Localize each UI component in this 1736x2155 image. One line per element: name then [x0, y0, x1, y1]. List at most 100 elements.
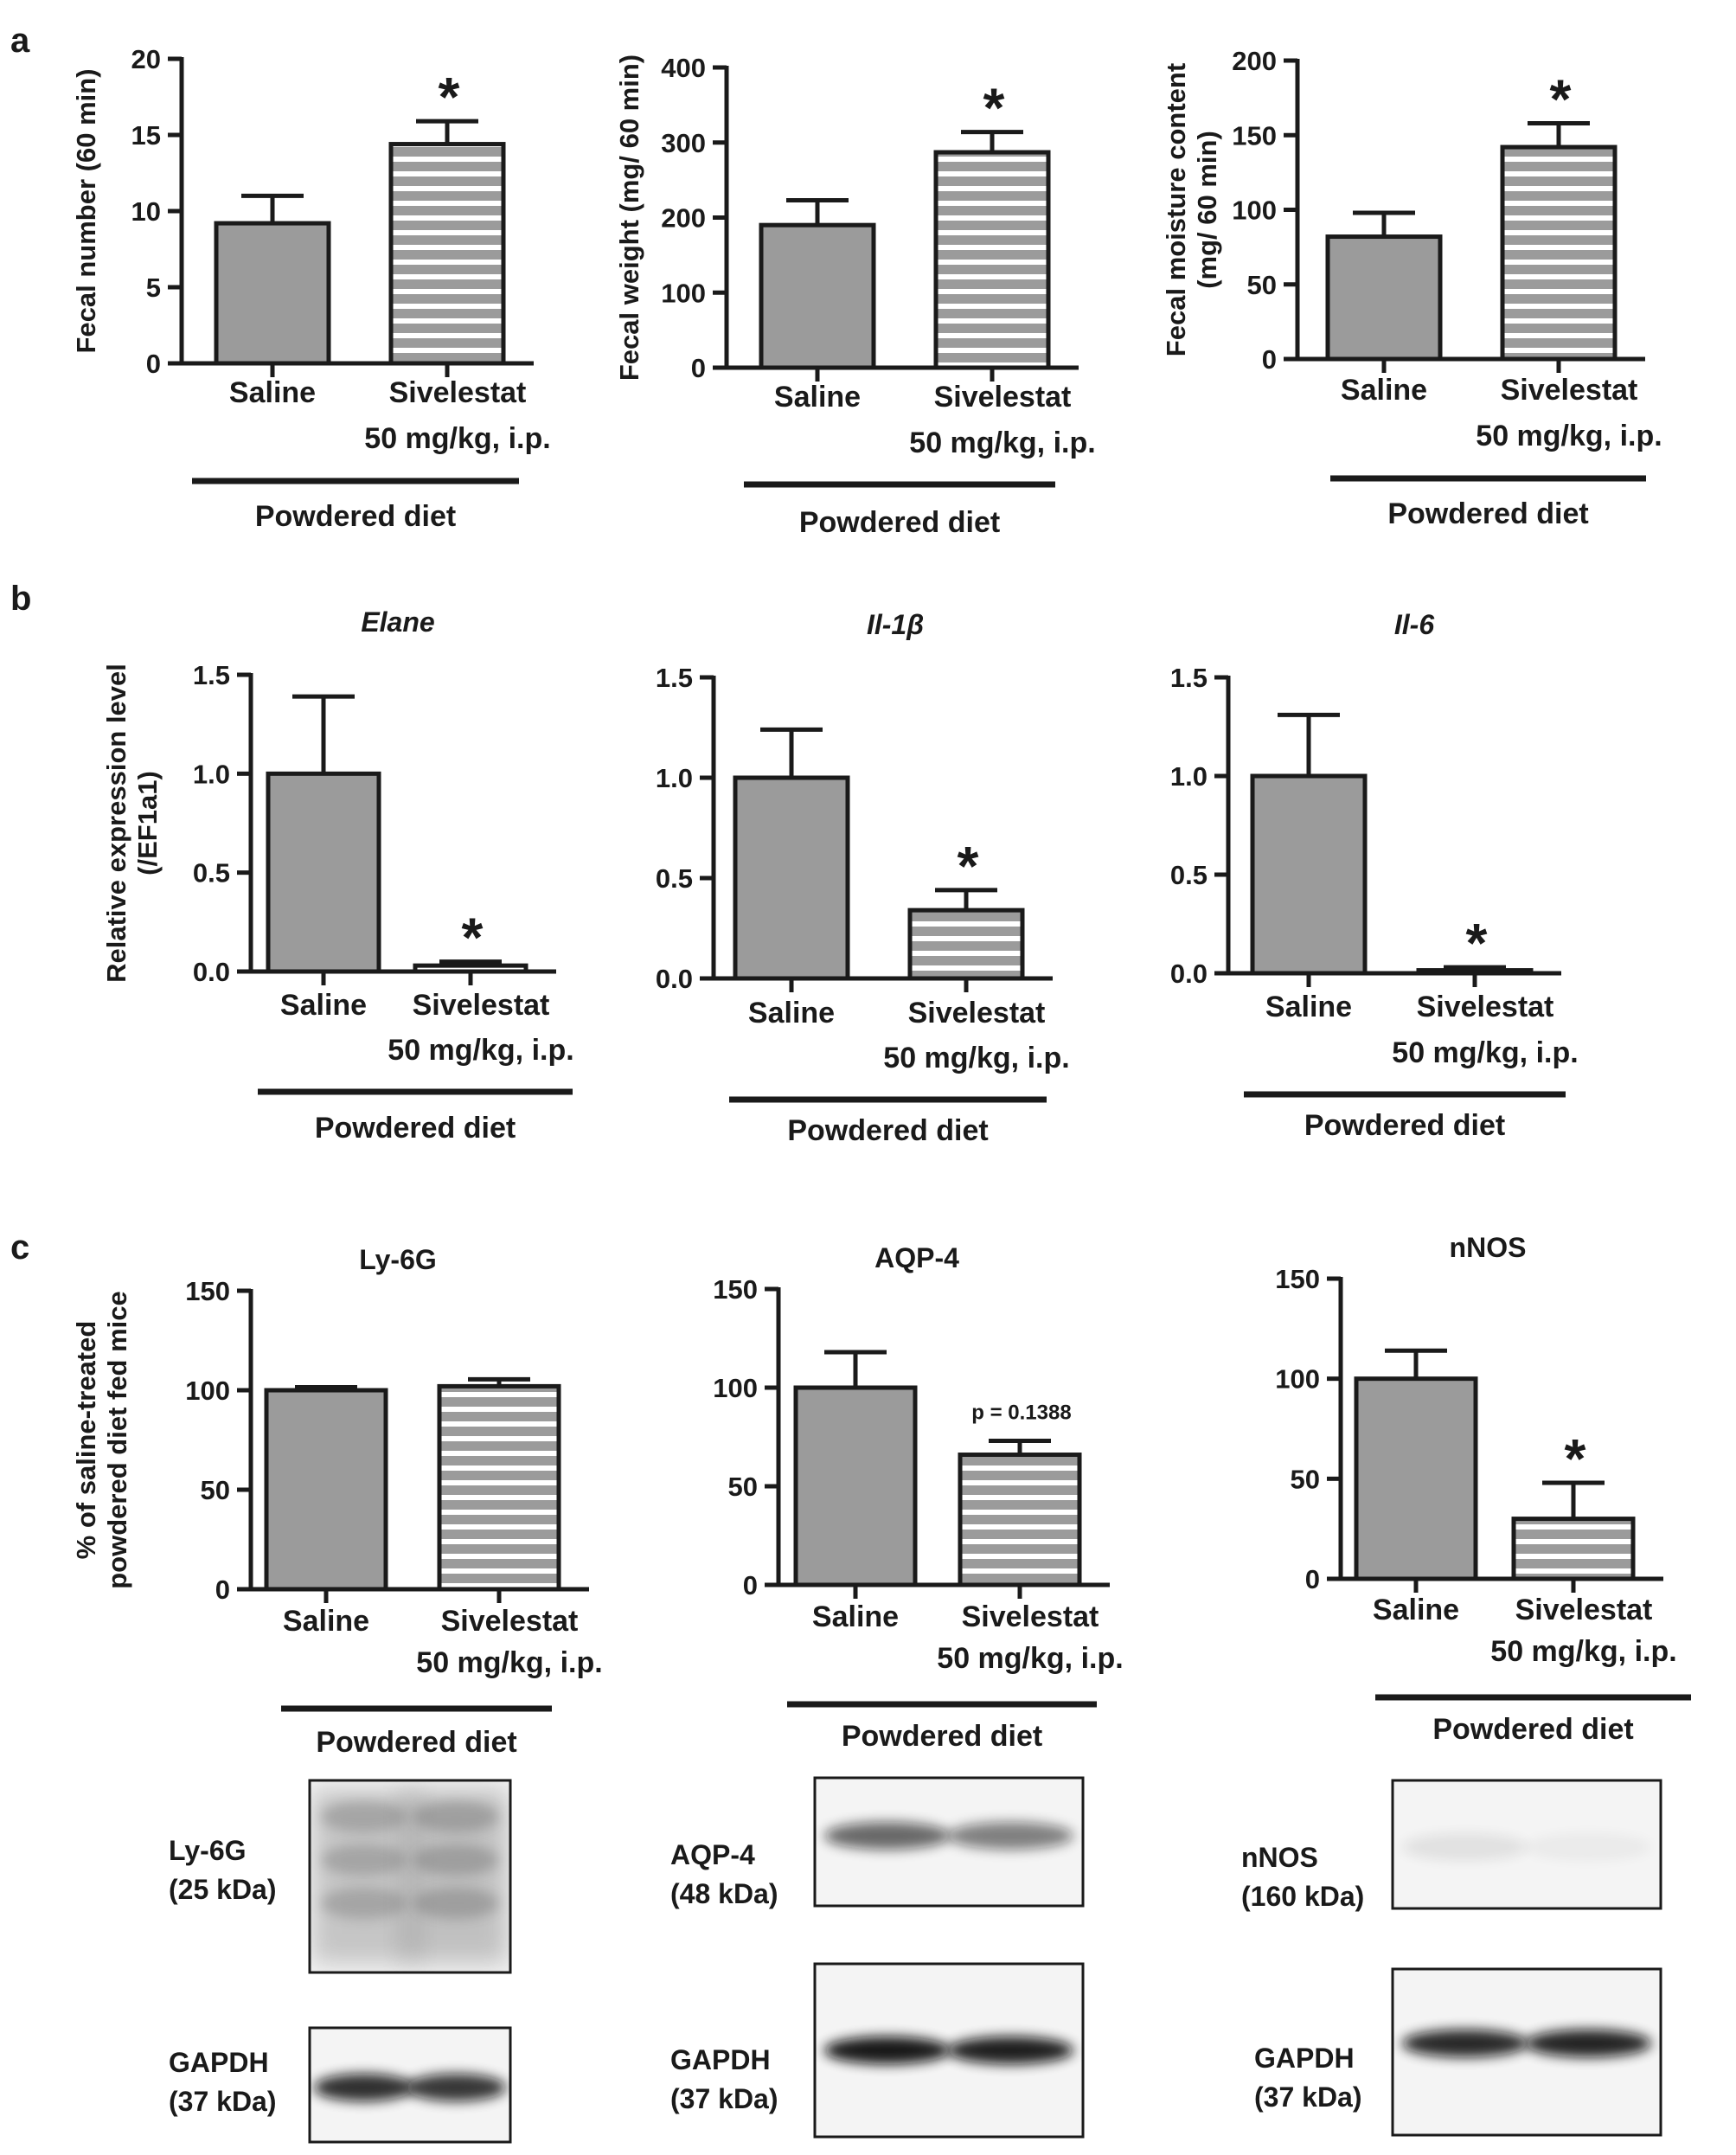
blot-band [413, 1844, 500, 1876]
category-label: Sivelestat [962, 1600, 1099, 1633]
y-tick-label: 15 [131, 120, 161, 151]
chart-b1: 0.0 0.5 1.0 1.5 * Elane Relative expression le… [101, 606, 574, 1145]
bar-saline [264, 1388, 388, 1592]
blot-label: (25 kDa) [169, 1874, 277, 1905]
y-tick-label: 5 [146, 273, 161, 303]
chart-c3: 0 50 100 150 * nNOS Saline Sivelestat 50 mg/kg, … [1275, 1232, 1691, 1746]
bar-saline [759, 222, 876, 370]
group-label: Powdered diet [787, 1114, 988, 1147]
category-label: Saline [748, 997, 835, 1029]
significance-star: * [1565, 1427, 1586, 1490]
y-tick-label: 150 [1275, 1264, 1320, 1294]
significance-star: * [983, 77, 1005, 139]
blot-band [413, 1888, 500, 1919]
bar-sivelestat [933, 150, 1051, 370]
blot-label: (37 kDa) [169, 2086, 277, 2117]
y-axis-label: Fecal moisture content [1161, 63, 1191, 356]
blot-label: GAPDH [670, 2044, 771, 2075]
y-tick-label: 150 [713, 1274, 758, 1305]
y-tick-label: 100 [185, 1376, 230, 1406]
group-label: Powdered diet [1432, 1713, 1633, 1746]
chart-b2: 0.0 0.5 1.0 1.5 * Il-1β Saline Sivelestat 50 mg/… [656, 609, 1070, 1147]
blot-band [1401, 1833, 1528, 1861]
bar-sivelestat [907, 908, 1025, 981]
category-label: Sivelestat [1501, 374, 1638, 407]
y-axis-label: Fecal weight (mg/ 60 min) [614, 55, 644, 381]
blot-band [823, 2036, 951, 2064]
category-sublabel: 50 mg/kg, i.p. [416, 1646, 602, 1679]
category-sublabel: 50 mg/kg, i.p. [937, 1642, 1123, 1675]
y-tick-label: 1.0 [193, 759, 230, 789]
y-tick-label: 0 [743, 1570, 758, 1600]
category-sublabel: 50 mg/kg, i.p. [883, 1042, 1069, 1074]
y-axis-label: powdered diet fed mice [102, 1291, 132, 1589]
y-tick-label: 50 [1247, 270, 1277, 300]
chart-a2: 0 100 200 300 400 * Fecal weight (mg/ 60 min) S… [614, 53, 1096, 539]
category-label: Sivelestat [389, 376, 527, 409]
bar-sivelestat [958, 1453, 1082, 1587]
y-tick-label: 1.5 [656, 663, 693, 693]
blot-band [406, 2074, 507, 2101]
blot-nnos: nNOS (160 kDa) [1241, 1779, 1662, 1912]
y-axis-label: (/EF1a1) [132, 771, 163, 875]
category-label: Saline [1373, 1594, 1459, 1626]
category-label: Sivelestat [1515, 1594, 1653, 1626]
y-tick-label: 100 [661, 278, 706, 308]
y-tick-label: 0.0 [656, 964, 693, 994]
y-tick-label: 0 [215, 1575, 230, 1605]
chart-a3: 0 50 100 150 200 * Fecal moisture content (mg/ … [1161, 46, 1662, 530]
y-tick-label: 1.5 [193, 660, 230, 690]
blot-label: nNOS [1241, 1842, 1318, 1873]
group-label: Powdered diet [1387, 497, 1588, 530]
blot-gapdh3: GAPDH (37 kDa) [1254, 1967, 1662, 2137]
y-tick-label: 10 [131, 196, 161, 227]
blot-band [413, 1801, 500, 1832]
y-tick-label: 20 [131, 44, 161, 74]
y-tick-label: 150 [1232, 120, 1277, 151]
chart-title: Il-1β [867, 609, 924, 640]
blot-gapdh1: GAPDH (37 kDa) [169, 2026, 512, 2144]
y-tick-label: 0 [1262, 344, 1277, 375]
y-axis-label: (mg/ 60 min) [1192, 131, 1222, 289]
category-label: Saline [1341, 374, 1427, 407]
group-label: Powdered diet [255, 500, 456, 533]
y-tick-label: 1.0 [1170, 761, 1208, 792]
blot-label: (160 kDa) [1241, 1881, 1364, 1912]
blot-label: (37 kDa) [1254, 2081, 1362, 2113]
y-axis-label: % of saline-treated [71, 1321, 101, 1560]
blots-layer: Ly-6G (25 kDa) GAPDH (37 kDa) AQP-4 (48 kDa) G… [169, 1776, 1662, 2144]
p-value-label: p = 0.1388 [971, 1401, 1071, 1425]
bar-saline [733, 775, 850, 981]
bar-saline [214, 221, 331, 366]
y-tick-label: 100 [1232, 196, 1277, 226]
y-tick-label: 50 [201, 1475, 230, 1505]
y-tick-label: 0.5 [1170, 860, 1208, 890]
chart-a1: 0 5 10 15 20 * Fecal number (60 min) Saline Sive… [71, 44, 551, 533]
blot-band [823, 1822, 951, 1850]
category-sublabel: 50 mg/kg, i.p. [909, 427, 1095, 459]
y-tick-label: 0 [146, 349, 161, 379]
category-label: Saline [774, 381, 861, 414]
y-axis-label: Relative expression level [101, 664, 131, 983]
category-sublabel: 50 mg/kg, i.p. [364, 422, 550, 455]
category-label: Saline [812, 1600, 899, 1633]
category-sublabel: 50 mg/kg, i.p. [1476, 420, 1662, 452]
chart-b3: 0.0 0.5 1.0 1.5 * Il-6 Saline Sivelestat 50 mg/k… [1170, 609, 1579, 1142]
bar-sivelestat [1500, 144, 1617, 362]
category-sublabel: 50 mg/kg, i.p. [1392, 1036, 1578, 1069]
bar-saline [1354, 1376, 1478, 1581]
blot-label: (48 kDa) [670, 1878, 778, 1909]
y-tick-label: 0 [1305, 1564, 1320, 1594]
blot-band [320, 1801, 407, 1832]
category-label: Sivelestat [413, 989, 550, 1022]
group-label: Powdered diet [799, 506, 1000, 539]
chart-title: AQP-4 [874, 1242, 959, 1273]
bar-saline [1325, 234, 1443, 362]
y-tick-label: 0.5 [193, 858, 230, 888]
blot-label: Ly-6G [169, 1835, 247, 1866]
y-tick-label: 50 [1291, 1464, 1320, 1494]
chart-c1: 0 50 100 150 Ly-6G % of saline-treated powdere… [71, 1244, 603, 1759]
y-tick-label: 200 [1232, 46, 1277, 76]
bar-sivelestat [388, 142, 506, 366]
